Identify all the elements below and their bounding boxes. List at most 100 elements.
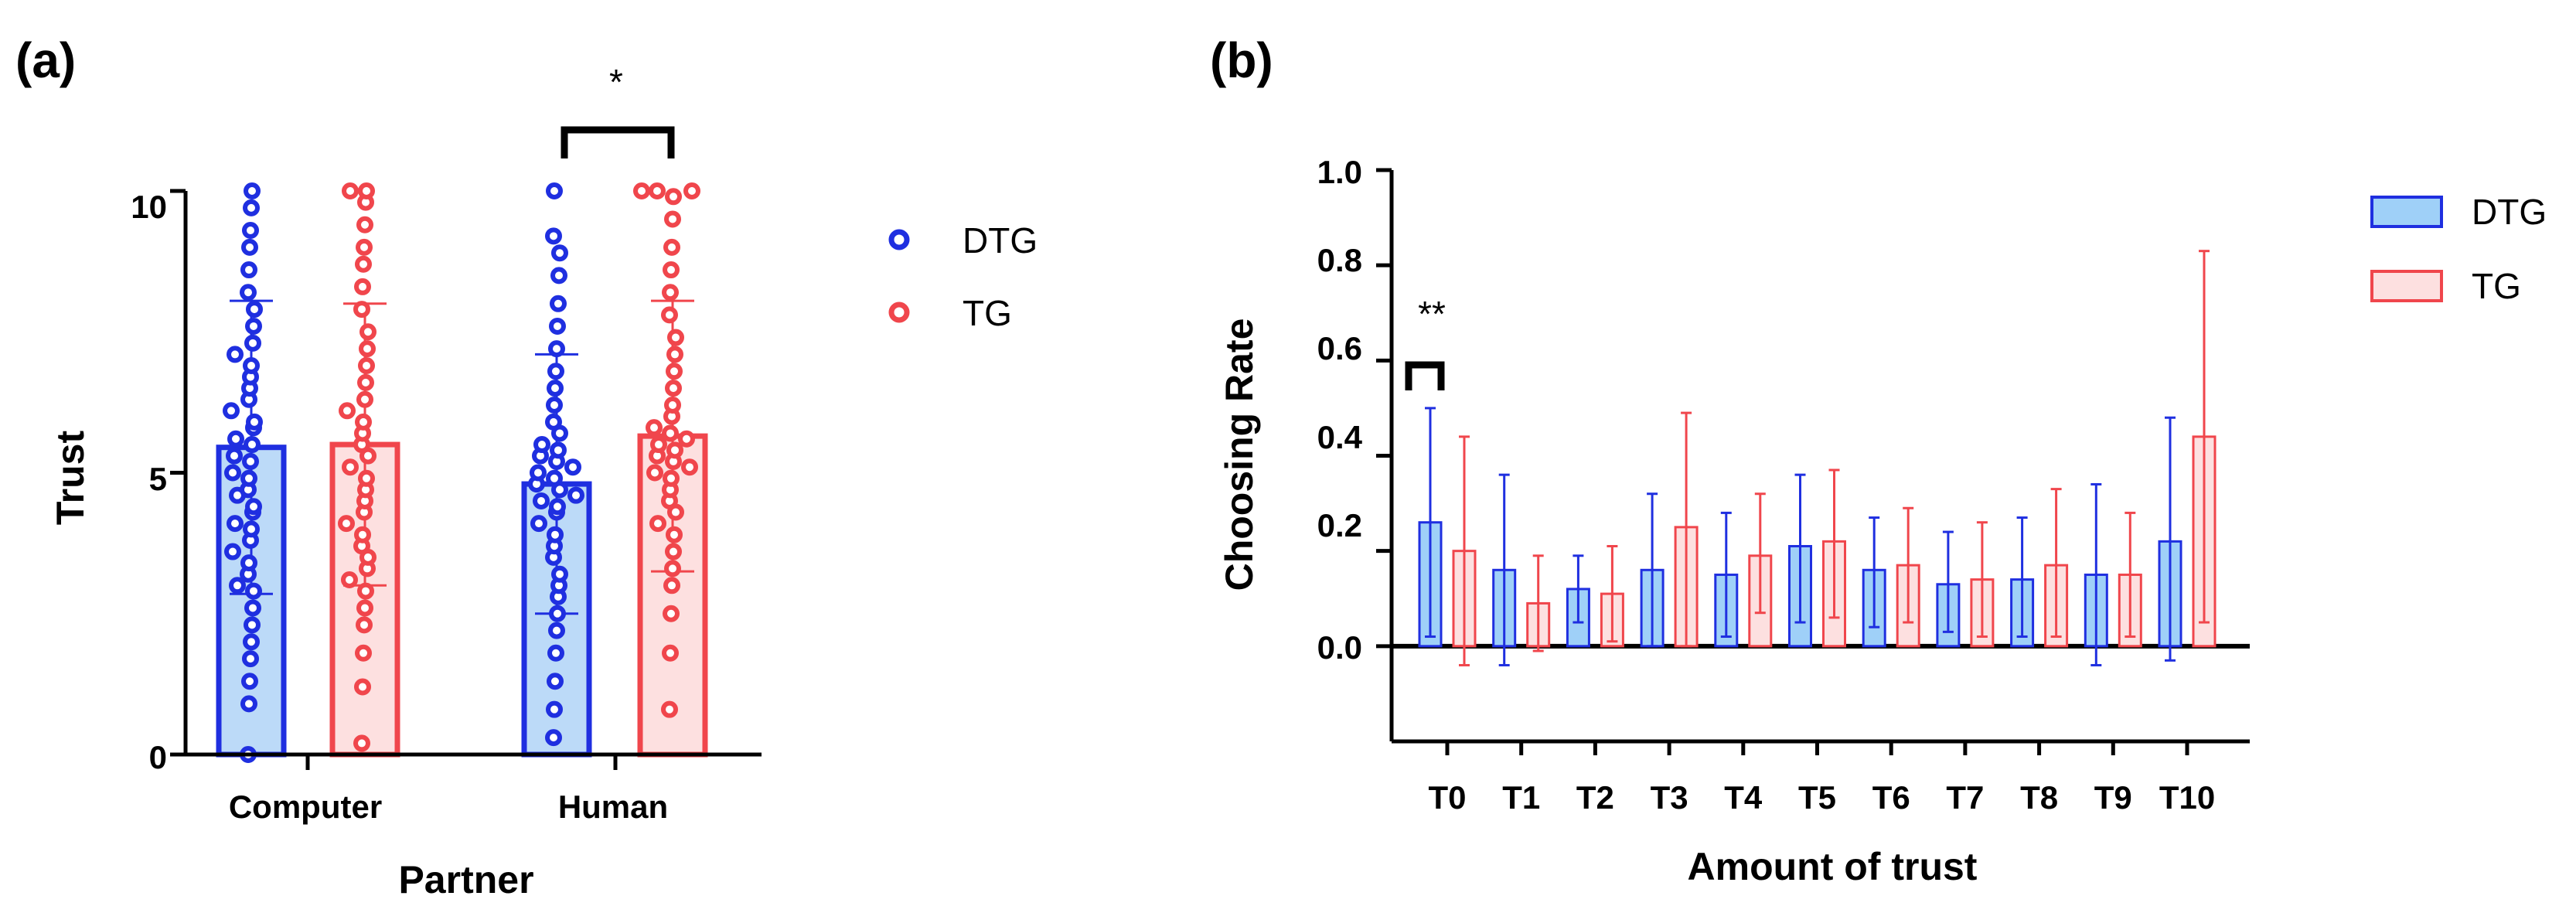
point-a-dtg-human xyxy=(549,498,566,516)
point-a-dtg-human xyxy=(545,413,562,431)
point-a-dtg-computer xyxy=(226,447,243,465)
point-a-dtg-human xyxy=(530,464,547,482)
point-a-tg-human xyxy=(650,436,667,454)
point-a-tg-human xyxy=(662,284,679,301)
point-a-tg-human xyxy=(681,458,698,476)
point-a-tg-computer xyxy=(356,216,373,233)
point-a-dtg-computer xyxy=(246,301,263,319)
point-a-dtg-computer xyxy=(246,413,263,431)
point-a-tg-human xyxy=(663,605,680,622)
panel-a-chart: (a) Computer Human 10 5 0 Partner Trust … xyxy=(15,32,1038,901)
point-a-tg-computer xyxy=(338,515,355,533)
point-a-dtg-computer xyxy=(244,616,261,634)
point-a-dtg-computer xyxy=(243,520,260,538)
legend-b-tg-label: TG xyxy=(2472,266,2521,306)
point-a-dtg-human xyxy=(564,458,581,476)
legend-b-dtg-swatch xyxy=(2370,196,2443,228)
point-a-dtg-computer xyxy=(224,464,241,482)
point-a-dtg-human xyxy=(547,380,564,397)
point-a-tg-computer xyxy=(353,301,370,319)
point-a-dtg-computer xyxy=(240,695,257,713)
point-a-dtg-human xyxy=(551,565,568,583)
point-a-dtg-human xyxy=(546,182,563,199)
point-a-dtg-computer xyxy=(229,577,246,594)
point-a-tg-computer xyxy=(359,340,376,358)
point-a-tg-computer xyxy=(356,616,373,634)
point-a-dtg-human xyxy=(548,340,565,358)
point-a-dtg-human xyxy=(546,397,563,414)
panel-a-ytick-0: 0 xyxy=(149,739,167,775)
legend-a-tg-label: TG xyxy=(963,293,1012,333)
point-a-tg-human xyxy=(665,543,682,560)
point-a-tg-human xyxy=(663,261,680,279)
point-a-tg-computer xyxy=(354,678,371,696)
point-a-tg-human xyxy=(678,430,695,448)
point-a-tg-human xyxy=(661,700,678,718)
point-a-dtg-human xyxy=(551,244,568,262)
point-a-tg-human xyxy=(666,363,683,380)
point-a-dtg-human xyxy=(567,486,584,504)
point-a-tg-human xyxy=(663,238,680,256)
point-a-dtg-computer xyxy=(240,469,257,487)
panel-a-category-computer: Computer xyxy=(229,789,382,825)
panel-b-category-t7: T7 xyxy=(1946,779,1984,816)
point-a-tg-human xyxy=(666,441,683,459)
point-a-tg-computer xyxy=(355,255,372,273)
point-a-dtg-computer xyxy=(227,346,244,363)
point-a-tg-computer xyxy=(354,526,371,543)
point-a-dtg-computer xyxy=(223,402,240,420)
point-a-dtg-computer xyxy=(245,582,262,600)
point-a-dtg-computer xyxy=(242,222,259,240)
point-a-tg-human xyxy=(661,306,678,324)
point-a-dtg-computer xyxy=(227,430,244,448)
panel-b-ytick-1-0: 1.0 xyxy=(1317,154,1362,190)
point-a-dtg-human xyxy=(546,469,563,487)
point-a-tg-human xyxy=(646,464,663,482)
panel-b-category-t3: T3 xyxy=(1651,779,1688,816)
point-a-dtg-human xyxy=(546,700,563,718)
point-a-tg-human xyxy=(665,380,682,397)
point-a-dtg-computer xyxy=(224,543,241,560)
panel-b-category-t9: T9 xyxy=(2094,779,2132,816)
point-a-dtg-computer xyxy=(240,261,257,279)
point-a-dtg-human xyxy=(533,436,550,454)
panel-b-category-t6: T6 xyxy=(1872,779,1910,816)
panel-b-category-t1: T1 xyxy=(1502,779,1540,816)
panel-b-chart: (b) T0 T1 T2 T3 T4 T5 T6 T7 T8 T9 T10 1.0 0.8 0.6 … xyxy=(1210,32,2547,888)
point-a-dtg-human xyxy=(545,227,562,245)
panel-b-category-t8: T8 xyxy=(2020,779,2058,816)
legend-a-dtg-label: DTG xyxy=(963,220,1038,261)
point-a-tg-computer xyxy=(357,582,374,600)
point-a-dtg-computer xyxy=(241,673,258,690)
point-a-dtg-human xyxy=(550,267,567,284)
point-a-dtg-human xyxy=(550,441,567,459)
point-a-tg-human xyxy=(662,644,679,662)
panel-a-x-axis-title: Partner xyxy=(398,858,533,901)
panel-b-ytick-0-8: 0.8 xyxy=(1317,242,1362,278)
point-a-tg-human xyxy=(663,469,680,487)
point-a-tg-computer xyxy=(342,458,359,476)
panel-a-ytick-10: 10 xyxy=(131,189,167,225)
panel-b-category-t10: T10 xyxy=(2159,779,2215,816)
point-a-tg-computer xyxy=(358,182,375,199)
panel-b-significance-bracket xyxy=(1405,361,1445,390)
point-a-tg-human xyxy=(683,182,700,199)
point-a-tg-computer xyxy=(342,182,359,199)
panel-b-category-t5: T5 xyxy=(1798,779,1836,816)
point-a-tg-computer xyxy=(339,402,356,420)
point-a-dtg-computer xyxy=(245,317,262,335)
legend-a-dtg-marker xyxy=(888,229,910,250)
panel-a-y-axis-title: Trust xyxy=(49,431,92,526)
point-a-dtg-human xyxy=(547,526,564,543)
panel-b-ytick-0-2: 0.2 xyxy=(1317,507,1362,543)
point-a-tg-human xyxy=(662,424,679,442)
panel-a-category-human: Human xyxy=(558,789,668,825)
point-a-tg-computer xyxy=(355,413,372,431)
panel-b-marks: T0 T1 T2 T3 T4 T5 T6 T7 T8 T9 T10 xyxy=(1376,168,2250,816)
point-a-dtg-computer xyxy=(244,599,261,617)
point-a-dtg-computer xyxy=(227,515,244,533)
point-a-dtg-computer xyxy=(245,498,262,516)
panel-b-category-t2: T2 xyxy=(1576,779,1614,816)
point-a-tg-computer xyxy=(356,238,373,256)
